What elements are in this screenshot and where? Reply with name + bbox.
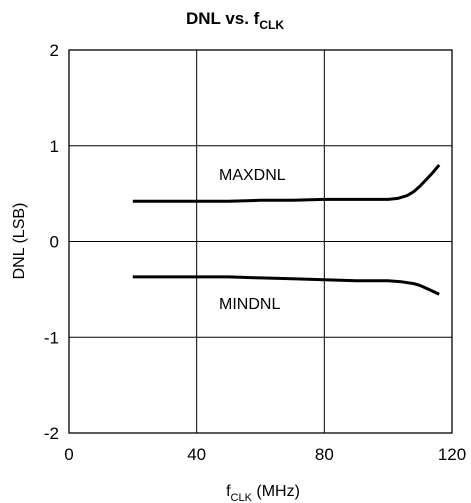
series-label-mindnl: MINDNL xyxy=(219,296,280,313)
y-tick-label: 0 xyxy=(50,233,59,252)
grid-lines xyxy=(69,50,452,433)
plot-frame xyxy=(68,49,453,434)
series-lines xyxy=(132,163,441,296)
x-tick-label: 120 xyxy=(438,445,466,464)
x-axis-ticks: 0 40 80 120 xyxy=(64,445,466,464)
y-tick-label: -2 xyxy=(44,424,59,443)
series-label-maxdnl: MAXDNL xyxy=(219,167,286,184)
chart-title: DNL vs. fCLK xyxy=(186,9,284,32)
series-line-mindnl xyxy=(132,275,440,296)
x-tick-label: 80 xyxy=(315,445,334,464)
y-axis-label: DNL (LSB) xyxy=(11,203,28,280)
series-line-maxdnl xyxy=(132,163,441,203)
y-axis-ticks: -2 -1 0 1 2 xyxy=(44,41,59,443)
y-tick-label: 1 xyxy=(50,137,59,156)
y-tick-label: 2 xyxy=(50,41,59,60)
y-tick-label: -1 xyxy=(44,328,59,347)
x-axis-label: fCLK (MHz) xyxy=(226,483,300,503)
x-tick-label: 0 xyxy=(64,445,73,464)
x-tick-label: 40 xyxy=(187,445,206,464)
